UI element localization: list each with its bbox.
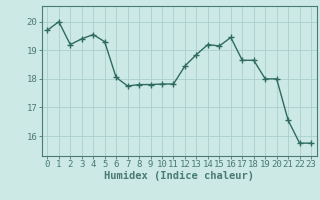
X-axis label: Humidex (Indice chaleur): Humidex (Indice chaleur) bbox=[104, 171, 254, 181]
